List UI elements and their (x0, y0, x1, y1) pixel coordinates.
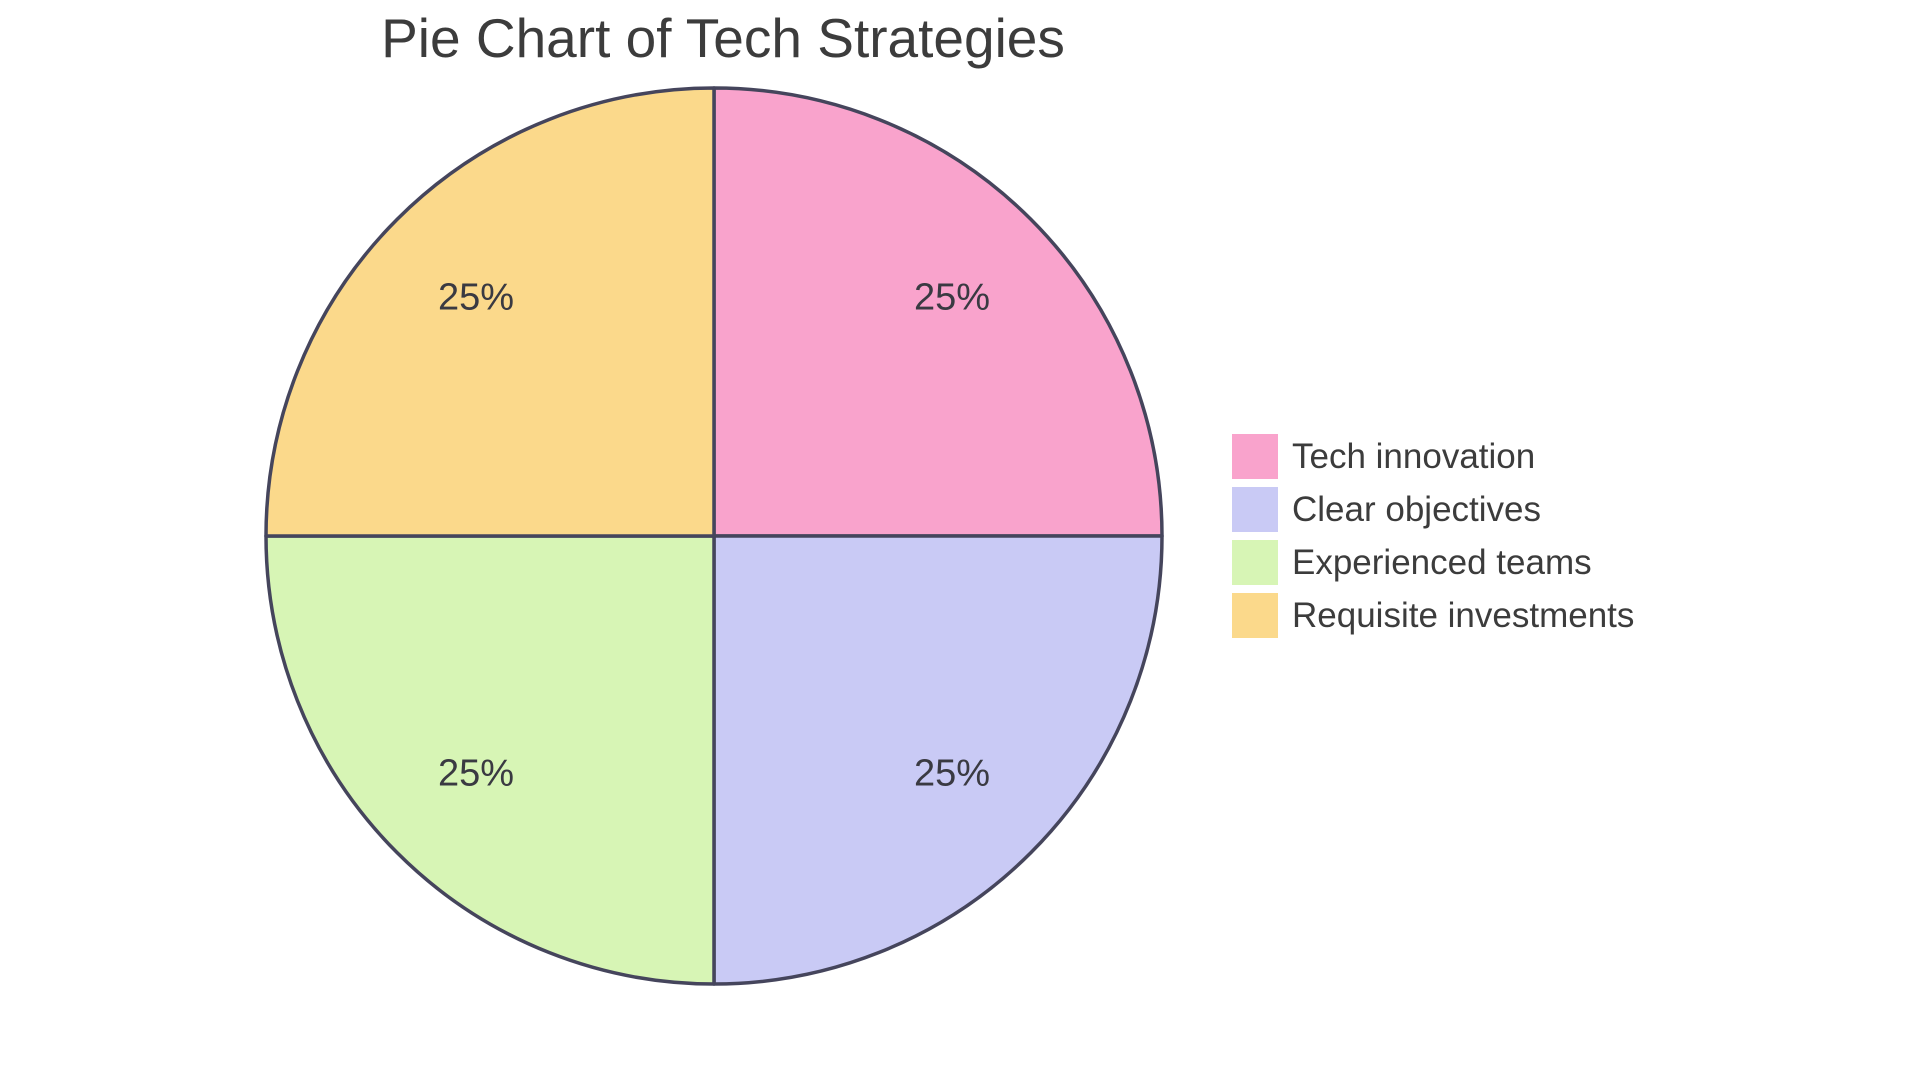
legend-swatch (1232, 593, 1278, 638)
pie-slice-tech-innovation (712, 86, 1164, 538)
legend-item: Requisite investments (1232, 593, 1634, 638)
legend-item: Tech innovation (1232, 434, 1634, 479)
legend-swatch (1232, 487, 1278, 532)
legend-label: Requisite investments (1292, 595, 1635, 635)
legend-swatch (1232, 540, 1278, 585)
legend-item: Clear objectives (1232, 487, 1634, 532)
legend-label: Tech innovation (1292, 436, 1536, 476)
legend: Tech innovation Clear objectives Experienc… (1232, 434, 1634, 646)
pie-slice-clear-objectives (712, 534, 1164, 986)
legend-swatch (1232, 434, 1278, 479)
legend-label: Clear objectives (1292, 489, 1541, 529)
legend-item: Experienced teams (1232, 540, 1634, 585)
pie-slice-requisite-investments (264, 86, 716, 538)
legend-label: Experienced teams (1292, 542, 1592, 582)
chart-title: Pie Chart of Tech Strategies (381, 7, 1065, 69)
pie-slice-experienced-teams (264, 534, 716, 986)
